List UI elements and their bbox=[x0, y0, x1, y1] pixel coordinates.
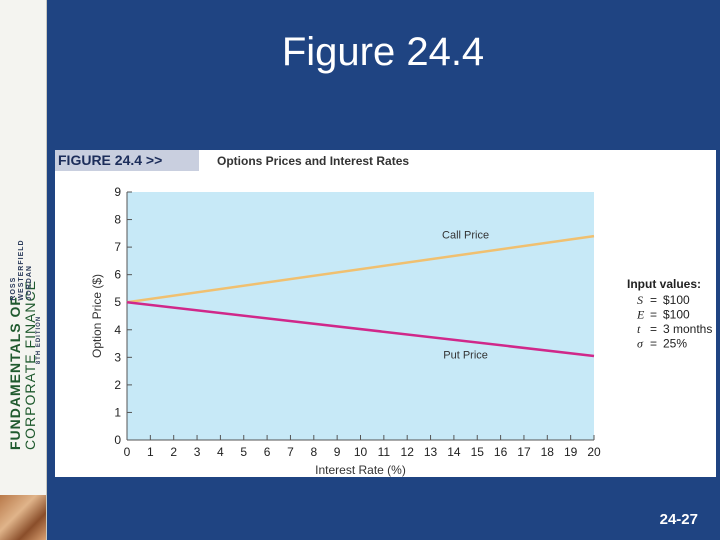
figure-caption: Options Prices and Interest Rates bbox=[217, 154, 410, 168]
x-tick-label: 20 bbox=[587, 445, 601, 459]
input-symbol: t bbox=[637, 322, 641, 336]
x-tick-label: 11 bbox=[378, 445, 391, 459]
input-equals: = bbox=[650, 293, 657, 307]
y-tick-label: 2 bbox=[114, 378, 121, 392]
inputs-heading: Input values: bbox=[627, 277, 701, 291]
x-tick-label: 4 bbox=[217, 445, 224, 459]
spine-title-line1: FUNDAMENTALS OF bbox=[7, 296, 23, 450]
x-tick-label: 15 bbox=[471, 445, 485, 459]
y-tick-label: 3 bbox=[114, 350, 121, 364]
input-symbol: σ bbox=[637, 337, 644, 351]
spine-authors: ROSS WESTERFIELD JORDAN bbox=[10, 239, 34, 300]
x-tick-label: 12 bbox=[401, 445, 415, 459]
input-equals: = bbox=[650, 308, 657, 322]
y-tick-label: 7 bbox=[114, 240, 121, 254]
input-symbol: E bbox=[636, 308, 645, 322]
x-tick-label: 0 bbox=[124, 445, 131, 459]
call-price-label: Call Price bbox=[442, 230, 489, 242]
x-tick-label: 14 bbox=[447, 445, 461, 459]
input-value: 25% bbox=[663, 337, 687, 351]
spine-author: WESTERFIELD bbox=[18, 239, 25, 301]
x-tick-label: 8 bbox=[310, 445, 317, 459]
x-tick-label: 17 bbox=[517, 445, 531, 459]
plot-area bbox=[127, 192, 594, 440]
spine-author: ROSS bbox=[10, 276, 17, 301]
y-tick-label: 4 bbox=[114, 323, 121, 337]
options-chart: 0 1 2 3 4 5 6 7 8 9 10 11 12 13 14 15 16 17 18 19 2001234567… bbox=[90, 185, 712, 477]
x-axis-title: Interest Rate (%) bbox=[315, 463, 406, 477]
x-tick-label: 2 bbox=[170, 445, 177, 459]
x-tick-label: 13 bbox=[424, 445, 438, 459]
input-value: $100 bbox=[663, 308, 690, 322]
input-equals: = bbox=[650, 322, 657, 336]
y-tick-label: 9 bbox=[114, 185, 121, 199]
y-axis-title: Option Price ($) bbox=[90, 274, 104, 358]
x-tick-label: 9 bbox=[334, 445, 341, 459]
slide-title: Figure 24.4 bbox=[281, 30, 485, 74]
input-value: 3 months bbox=[663, 322, 712, 336]
spine-title: FUNDAMENTALS OF CORPORATE FINANCE bbox=[7, 280, 38, 450]
y-tick-label: 1 bbox=[114, 405, 121, 419]
spine-author: JORDAN bbox=[26, 265, 33, 301]
y-tick-label: 6 bbox=[114, 268, 121, 282]
put-price-line bbox=[126, 300, 595, 358]
call-price-line bbox=[126, 234, 595, 304]
x-tick-label: 10 bbox=[354, 445, 368, 459]
input-symbol: S bbox=[637, 293, 643, 307]
x-tick-label: 18 bbox=[541, 445, 555, 459]
figure-label: FIGURE 24.4 >> bbox=[55, 150, 199, 171]
x-tick-label: 7 bbox=[287, 445, 294, 459]
x-tick-label: 6 bbox=[264, 445, 271, 459]
figure-panel: FIGURE 24.4 >> Options Prices and Intere… bbox=[55, 150, 716, 477]
put-price-label: Put Price bbox=[443, 350, 488, 362]
page-number: 24-27 bbox=[659, 511, 698, 528]
y-tick-label: 8 bbox=[114, 213, 121, 227]
x-tick-label: 3 bbox=[194, 445, 201, 459]
book-spine: FUNDAMENTALS OF CORPORATE FINANCE ROSS W… bbox=[0, 0, 47, 540]
figure-header: FIGURE 24.4 >> Options Prices and Intere… bbox=[55, 150, 716, 172]
input-value: $100 bbox=[663, 293, 690, 307]
x-tick-label: 5 bbox=[240, 445, 247, 459]
x-tick-label: 19 bbox=[564, 445, 578, 459]
spine-title-line2: CORPORATE FINANCE bbox=[22, 280, 38, 450]
x-tick-label: 1 bbox=[147, 445, 154, 459]
y-tick-label: 0 bbox=[114, 433, 121, 447]
spine-edition: 8TH EDITION bbox=[36, 315, 42, 365]
y-tick-label: 5 bbox=[114, 295, 121, 309]
input-equals: = bbox=[650, 337, 657, 351]
x-tick-label: 16 bbox=[494, 445, 508, 459]
spine-cover-art bbox=[0, 495, 46, 540]
